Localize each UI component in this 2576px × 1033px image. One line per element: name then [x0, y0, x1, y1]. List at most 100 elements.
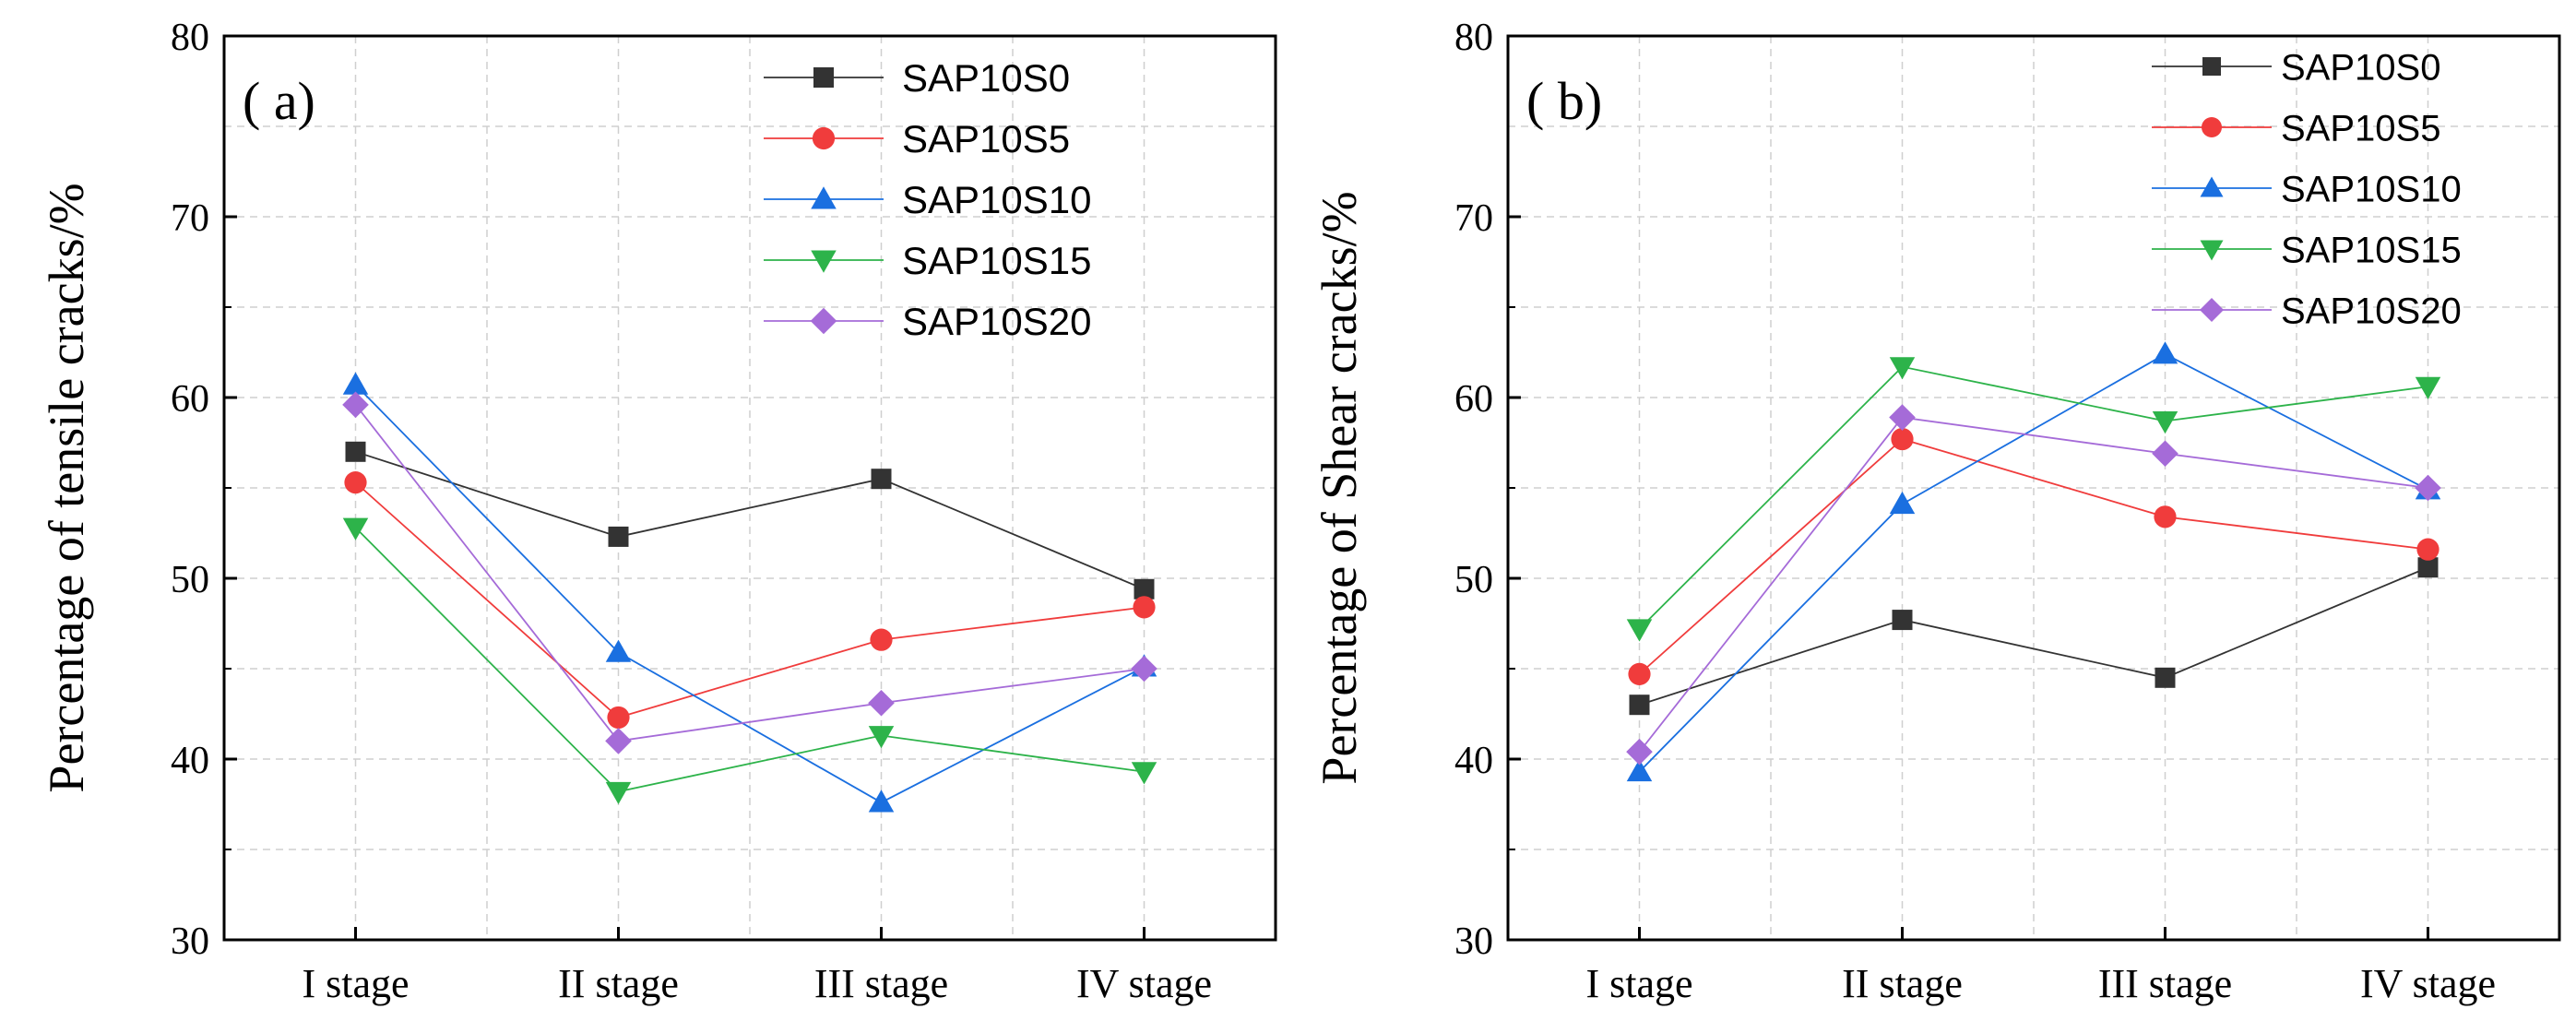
- x-tick-label: IV stage: [2360, 961, 2496, 1006]
- data-point: [1626, 619, 1653, 642]
- legend-item-sap10s20: SAP10S20: [2152, 291, 2462, 331]
- data-point: [2152, 411, 2178, 434]
- data-point: [605, 781, 632, 805]
- legend-item-sap10s15: SAP10S15: [2152, 230, 2462, 270]
- data-point: [342, 517, 369, 540]
- data-point: [1892, 610, 1913, 631]
- chart-panel-a: 30 40 50 60 70 80 I stage II stage III stage IV s…: [39, 17, 1277, 1006]
- y-tick-label: 70: [1454, 197, 1493, 240]
- data-point: [868, 726, 895, 749]
- y-tick-label: 40: [171, 740, 209, 782]
- data-point: [2152, 440, 2178, 468]
- y-tick-label: 40: [1454, 740, 1493, 782]
- y-tick-label: 30: [171, 920, 209, 963]
- x-tick-label: III stage: [814, 961, 948, 1006]
- data-point: [1626, 738, 1653, 766]
- gridlines: [1508, 36, 2559, 940]
- data-point: [2152, 341, 2178, 364]
- data-point: [605, 728, 632, 754]
- data-point: [608, 526, 629, 547]
- series-line: [1638, 438, 2428, 675]
- chart-panel-b: 30 40 50 60 70 80 I stage II stage III stage IV s…: [1312, 17, 2561, 1006]
- legend-item-sap10s5: SAP10S5: [764, 117, 1070, 160]
- data-point: [1133, 596, 1156, 619]
- legend-marker: [2202, 117, 2222, 137]
- data-point: [1629, 695, 1650, 716]
- data-point: [2416, 538, 2439, 561]
- data-point: [1889, 404, 1916, 431]
- x-tick-label: II stage: [558, 961, 679, 1006]
- x-tick-label: II stage: [1842, 961, 1963, 1006]
- legend-marker: [811, 250, 837, 273]
- data-point: [2417, 557, 2439, 578]
- legend-label: SAP10S20: [902, 300, 1092, 343]
- x-tick-label: I stage: [302, 961, 409, 1006]
- legend-item-sap10s15: SAP10S15: [764, 239, 1092, 282]
- x-tick-label: I stage: [1585, 961, 1692, 1006]
- data-point: [1131, 762, 1157, 785]
- data-point: [2155, 667, 2176, 688]
- legend-item-sap10s20: SAP10S20: [764, 300, 1092, 343]
- legend-label: SAP10S5: [2281, 108, 2440, 148]
- legend-marker: [2200, 298, 2224, 322]
- legend-label: SAP10S0: [902, 56, 1070, 100]
- legend-item-sap10s10: SAP10S10: [2152, 169, 2462, 209]
- legend-label: SAP10S15: [902, 239, 1092, 282]
- panel-label: ( b): [1526, 71, 1602, 131]
- data-point: [2415, 474, 2441, 502]
- y-tick-label: 50: [171, 559, 209, 601]
- gridlines: [224, 36, 1276, 940]
- data-point: [1889, 491, 1916, 515]
- legend-item-sap10s10: SAP10S10: [764, 178, 1092, 221]
- data-point: [2154, 505, 2177, 528]
- series-line: [354, 384, 1145, 804]
- series-sap10s20: [342, 391, 1157, 754]
- data-point: [868, 790, 895, 813]
- legend-marker: [811, 186, 837, 209]
- series-line: [354, 481, 1145, 718]
- series-sap10s20: [1626, 404, 2441, 766]
- legend-label: SAP10S0: [2281, 47, 2440, 88]
- y-tick-label: 80: [171, 17, 209, 59]
- legend-marker: [813, 67, 834, 88]
- series-sap10s10: [1626, 341, 2441, 782]
- series-sap10s15: [1626, 357, 2441, 642]
- series-line: [354, 527, 1145, 793]
- series-sap10s15: [342, 517, 1157, 805]
- data-point: [1626, 758, 1653, 782]
- data-point: [1628, 662, 1651, 685]
- data-point: [871, 469, 892, 490]
- series-sap10s0: [1629, 557, 2439, 716]
- series-line: [354, 404, 1145, 742]
- data-point: [1134, 578, 1155, 600]
- legend-marker: [812, 126, 836, 150]
- y-tick-label: 60: [171, 378, 209, 421]
- legend-item-sap10s5: SAP10S5: [2152, 108, 2440, 148]
- legend-marker: [2200, 240, 2224, 261]
- series-sap10s5: [1628, 427, 2439, 685]
- legend-label: SAP10S10: [902, 178, 1092, 221]
- legend-item-sap10s0: SAP10S0: [2152, 47, 2440, 88]
- series-sap10s0: [345, 441, 1155, 600]
- y-tick-label: 80: [1454, 17, 1493, 59]
- series-line: [1638, 365, 2428, 630]
- x-tick-label: IV stage: [1076, 961, 1212, 1006]
- legend: SAP10S0 SAP10S5 SAP10S10 SAP10S15 SAP10S20: [764, 56, 1092, 343]
- y-tick-label: 70: [171, 197, 209, 240]
- data-point: [344, 471, 367, 494]
- legend-label: SAP10S5: [902, 117, 1070, 160]
- data-point: [345, 441, 366, 462]
- data-point: [1891, 427, 1914, 451]
- panel-label: ( a): [243, 71, 315, 131]
- legend-marker: [2200, 176, 2224, 197]
- y-tick-label: 60: [1454, 378, 1493, 421]
- legend-item-sap10s0: SAP10S0: [764, 56, 1070, 100]
- data-point: [342, 372, 369, 395]
- data-point: [868, 689, 895, 717]
- legend-marker: [2202, 57, 2221, 76]
- data-point: [1131, 655, 1157, 683]
- data-point: [607, 706, 630, 730]
- series-line: [1638, 416, 2428, 753]
- y-tick-label: 30: [1454, 920, 1493, 963]
